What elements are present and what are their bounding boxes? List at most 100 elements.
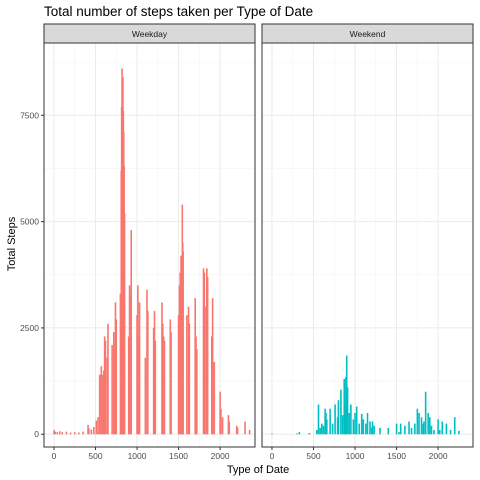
- bar: [178, 285, 181, 435]
- bar: [205, 306, 207, 435]
- bar: [346, 387, 349, 435]
- bar: [98, 374, 101, 435]
- bar: [341, 415, 344, 435]
- bar: [433, 429, 435, 435]
- y-tick-label: 5000: [20, 217, 39, 227]
- bar: [316, 429, 318, 435]
- bar: [221, 417, 224, 435]
- bar: [362, 419, 365, 435]
- bar: [88, 428, 90, 435]
- bar: [219, 391, 221, 435]
- chart-panels: Weekday Weekend: [43, 23, 474, 448]
- bar: [188, 323, 191, 435]
- bar: [130, 230, 133, 435]
- bar: [127, 336, 130, 435]
- bar: [114, 302, 117, 435]
- bar: [186, 315, 188, 435]
- bar: [61, 432, 64, 435]
- strip-label: Weekday: [132, 29, 168, 39]
- x-tick-label: 1500: [387, 451, 406, 461]
- bar: [169, 319, 172, 435]
- bar: [182, 251, 184, 435]
- bar: [423, 421, 425, 435]
- bar: [69, 432, 72, 435]
- x-tick-label: 1000: [346, 451, 365, 461]
- bar: [211, 298, 214, 435]
- bar: [106, 357, 108, 435]
- y-tick-label: 7500: [20, 110, 39, 120]
- bar: [358, 423, 360, 435]
- bar: [220, 408, 222, 435]
- bar: [458, 430, 460, 435]
- bar: [308, 432, 311, 435]
- bar: [345, 376, 347, 435]
- panel-background: [262, 43, 473, 447]
- bar: [53, 429, 55, 435]
- panel-weekday: Weekday: [43, 23, 256, 448]
- bar: [360, 413, 363, 435]
- bar: [104, 340, 107, 435]
- bar: [56, 432, 59, 435]
- bar: [373, 425, 375, 435]
- bar: [78, 432, 80, 435]
- bar: [340, 389, 342, 435]
- bar: [65, 431, 68, 435]
- bar: [296, 433, 298, 435]
- bar: [202, 268, 205, 435]
- bar: [325, 419, 328, 435]
- bar: [111, 344, 113, 435]
- panel-weekend: Weekend: [261, 23, 474, 448]
- bar: [416, 408, 419, 435]
- bar: [418, 412, 420, 435]
- chart-title: Total number of steps taken per Type of …: [44, 4, 313, 19]
- y-tick-label: 2500: [20, 323, 39, 333]
- bar: [161, 323, 164, 435]
- bar: [379, 427, 381, 435]
- bar: [187, 306, 190, 435]
- bar: [336, 417, 339, 435]
- bars-weekday: [53, 68, 251, 435]
- bar: [101, 374, 103, 435]
- bar: [103, 336, 106, 435]
- bar: [355, 406, 358, 435]
- panel-border: [261, 42, 474, 448]
- x-tick-label: 0: [270, 451, 275, 461]
- bar: [95, 420, 98, 435]
- bar: [162, 336, 165, 435]
- strip-label: Weekend: [350, 29, 386, 39]
- bar: [354, 412, 356, 435]
- bar: [113, 349, 116, 435]
- bar: [195, 336, 197, 435]
- bar: [334, 404, 336, 435]
- bar: [438, 429, 441, 435]
- bar: [128, 285, 131, 435]
- bar: [437, 419, 439, 435]
- x-tick-label: 500: [306, 451, 320, 461]
- bar: [244, 421, 246, 435]
- bar: [395, 423, 398, 435]
- bar: [90, 429, 93, 435]
- bar: [227, 415, 230, 435]
- bar: [331, 423, 334, 435]
- bar: [404, 425, 406, 435]
- x-tick-label: 2000: [429, 451, 448, 461]
- bar: [154, 340, 157, 435]
- bar: [137, 285, 139, 435]
- bar: [371, 421, 374, 435]
- bar: [420, 417, 423, 435]
- bar: [82, 431, 84, 435]
- bar: [248, 429, 251, 435]
- bar: [138, 302, 141, 435]
- bar: [427, 412, 429, 435]
- panel-border: [43, 42, 256, 448]
- bar: [203, 272, 206, 435]
- bar: [337, 400, 340, 435]
- bar: [206, 268, 208, 435]
- bar: [387, 427, 390, 435]
- y-axis: 0 2500 5000 7500: [20, 110, 44, 439]
- bar: [112, 332, 115, 435]
- bar: [449, 429, 452, 435]
- x-tick-label: 0: [52, 451, 57, 461]
- bar: [236, 427, 239, 435]
- bar: [194, 298, 196, 435]
